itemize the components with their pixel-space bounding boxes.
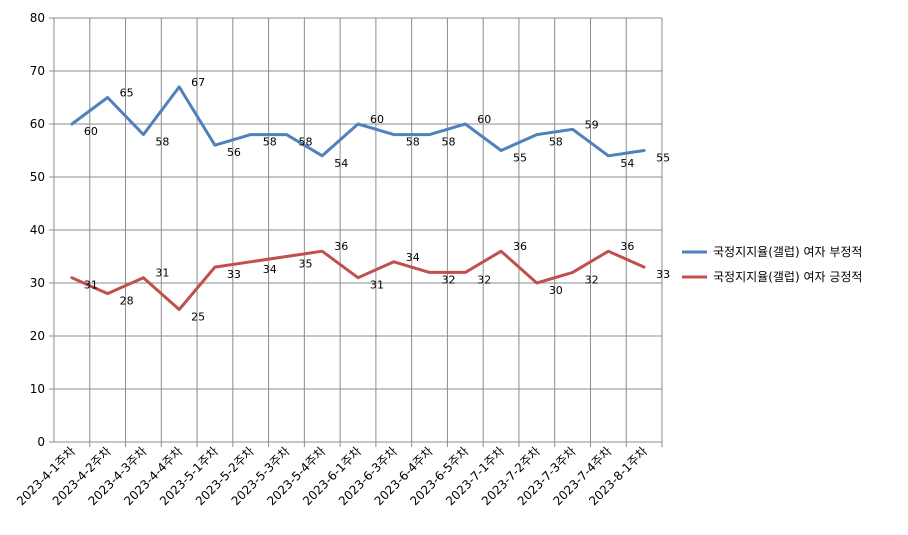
data-label: 30 bbox=[549, 284, 563, 297]
y-tick-label: 20 bbox=[30, 329, 45, 343]
data-label: 36 bbox=[620, 240, 634, 253]
y-tick-label: 60 bbox=[30, 117, 45, 131]
data-label: 58 bbox=[406, 136, 420, 149]
series-line-2 bbox=[70, 249, 646, 311]
data-label: 28 bbox=[120, 295, 134, 308]
y-tick-label: 40 bbox=[30, 223, 45, 237]
data-label: 36 bbox=[334, 240, 348, 253]
data-label: 60 bbox=[477, 113, 491, 126]
data-label: 58 bbox=[442, 136, 456, 149]
data-label: 55 bbox=[513, 152, 527, 165]
data-label: 54 bbox=[620, 157, 634, 170]
y-tick-label: 0 bbox=[37, 435, 45, 449]
data-label: 54 bbox=[334, 157, 348, 170]
data-label: 58 bbox=[298, 136, 312, 149]
data-label: 33 bbox=[227, 268, 241, 281]
data-label: 32 bbox=[585, 273, 599, 286]
data-label: 55 bbox=[656, 152, 670, 165]
y-tick-label: 10 bbox=[30, 382, 45, 396]
data-label: 60 bbox=[84, 125, 98, 138]
y-tick-label: 30 bbox=[30, 276, 45, 290]
data-label: 60 bbox=[370, 113, 384, 126]
data-label: 32 bbox=[477, 273, 491, 286]
data-label: 32 bbox=[442, 273, 456, 286]
series-line-1 bbox=[70, 85, 646, 158]
data-label: 67 bbox=[191, 76, 205, 89]
data-label: 36 bbox=[513, 240, 527, 253]
data-label: 59 bbox=[585, 118, 599, 131]
data-label: 25 bbox=[191, 311, 205, 324]
data-label: 31 bbox=[84, 279, 98, 292]
data-label: 33 bbox=[656, 268, 670, 281]
data-label: 58 bbox=[549, 136, 563, 149]
data-label: 31 bbox=[155, 267, 169, 280]
data-labels: 60 65 58 67 56 58 58 54 60 58 58 60 55 58 59 54 55 31 28 31… bbox=[84, 76, 670, 324]
data-label: 65 bbox=[120, 87, 134, 100]
y-tick-label: 50 bbox=[30, 170, 45, 184]
series-group bbox=[70, 85, 646, 311]
data-label: 35 bbox=[298, 258, 312, 271]
legend-label-2: 국정지지율(갤럽) 여자 긍정적 bbox=[713, 270, 862, 284]
data-label: 34 bbox=[406, 251, 420, 264]
y-tick-label: 70 bbox=[30, 64, 45, 78]
data-label: 34 bbox=[263, 263, 277, 276]
legend-label-1: 국정지지율(갤럽) 여자 부정적 bbox=[713, 245, 862, 259]
data-label: 58 bbox=[263, 136, 277, 149]
y-tick-label: 80 bbox=[30, 11, 45, 25]
data-label: 31 bbox=[370, 279, 384, 292]
data-label: 58 bbox=[155, 136, 169, 149]
data-label: 56 bbox=[227, 146, 241, 159]
